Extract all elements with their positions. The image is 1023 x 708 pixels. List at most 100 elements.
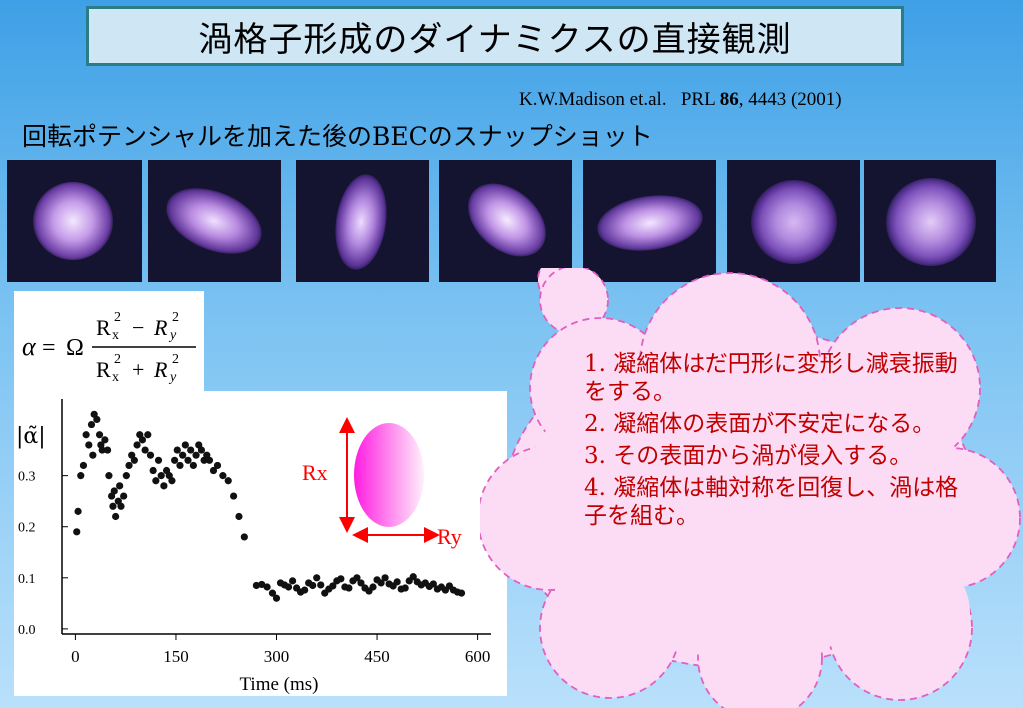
data-point <box>181 441 189 449</box>
data-point <box>152 477 160 485</box>
data-point <box>357 579 365 587</box>
data-point <box>85 441 93 449</box>
citation-authors: K.W.Madison et.al. <box>519 89 667 110</box>
condensate-ellipse <box>354 423 424 527</box>
data-point <box>98 446 106 454</box>
data-point <box>87 420 96 429</box>
snapshot-7 <box>864 160 996 282</box>
data-point <box>122 472 130 480</box>
data-point <box>133 441 141 449</box>
data-point <box>263 583 271 591</box>
data-point <box>160 482 168 490</box>
svg-text:+: + <box>132 357 144 382</box>
data-point <box>116 482 124 490</box>
x-tick-label: 150 <box>163 647 189 666</box>
data-point <box>187 446 195 454</box>
data-point <box>157 472 165 480</box>
svg-text:2: 2 <box>114 352 121 367</box>
data-point <box>224 477 232 485</box>
data-point <box>176 461 184 470</box>
data-point <box>171 456 179 464</box>
data-point <box>337 575 345 583</box>
data-point <box>79 461 88 470</box>
data-point <box>93 415 101 424</box>
svg-text:R: R <box>96 357 111 382</box>
cloud-text: 1. 凝縮体はだ円形に変形し減衰振動をする。 2. 凝縮体の表面が不安定になる。… <box>584 350 974 534</box>
data-point <box>82 431 90 439</box>
x-tick-label: 600 <box>465 647 491 666</box>
data-point <box>144 431 152 439</box>
x-tick-label: 300 <box>264 647 290 666</box>
snapshot-1 <box>7 160 142 282</box>
data-point <box>109 502 117 510</box>
svg-text:2: 2 <box>114 310 121 325</box>
data-point <box>101 436 109 444</box>
data-point <box>89 451 97 459</box>
data-point <box>353 574 361 582</box>
data-point <box>288 577 297 585</box>
data-point <box>272 594 281 602</box>
svg-text:2: 2 <box>172 352 179 367</box>
subtitle: 回転ポテンシャルを加えた後のBECのスナップショット <box>22 122 653 151</box>
data-point <box>345 584 353 592</box>
svg-text:R: R <box>153 315 168 340</box>
data-point <box>213 461 222 470</box>
y-tick-label: 0.1 <box>18 572 36 587</box>
step-4: 4. 凝縮体は軸対称を回復し、渦は格子を組む。 <box>584 475 959 529</box>
x-tick-label: 450 <box>364 647 390 666</box>
y-axis-label: |α̃| <box>16 424 46 449</box>
y-tick-label: 0.0 <box>18 623 36 638</box>
citation-volume: 86 <box>719 89 739 110</box>
snapshot-6 <box>727 160 860 282</box>
thought-cloud <box>480 268 1021 708</box>
data-point <box>197 446 206 454</box>
rx-label: Rx <box>302 460 328 485</box>
svg-text:x: x <box>112 370 119 385</box>
data-point <box>73 528 81 536</box>
citation-pages-year: , 4443 (2001) <box>738 89 842 110</box>
scatter-chart: 0.0 0.1 0.2 0.3 0 150 300 450 600 |α̃| Time (ms) R… <box>14 391 507 696</box>
data-point <box>110 487 118 495</box>
data-point <box>74 507 82 515</box>
formula-equals: = <box>42 335 56 361</box>
citation: K.W.Madison et.al. PRL 86, 4443 (2001) <box>519 89 842 111</box>
snapshot-4 <box>439 160 572 282</box>
snapshot-3 <box>296 160 429 282</box>
data-point <box>205 456 214 464</box>
data-point <box>146 451 155 459</box>
data-point <box>301 586 309 594</box>
data-point <box>105 472 113 480</box>
data-point <box>179 451 187 459</box>
data-point <box>219 472 227 480</box>
svg-text:y: y <box>168 328 177 343</box>
data-point <box>381 574 389 582</box>
data-point <box>149 466 157 475</box>
data-point <box>125 461 133 470</box>
data-point <box>268 589 277 597</box>
data-point <box>120 492 128 500</box>
formula-omega: Ω <box>66 335 84 361</box>
data-point <box>112 512 120 521</box>
snapshot-2 <box>148 160 281 282</box>
data-point <box>77 472 85 480</box>
svg-text:y: y <box>168 370 177 385</box>
data-point <box>240 533 248 541</box>
x-axis-label: Time (ms) <box>239 674 318 695</box>
data-point <box>209 466 218 475</box>
data-point <box>401 584 409 592</box>
chart-svg: 0.0 0.1 0.2 0.3 0 150 300 450 600 |α̃| Time (ms) R… <box>16 399 491 695</box>
title-box: 渦格子形成のダイナミクスの直接観測 <box>86 6 904 66</box>
formula-alpha: α <box>22 332 37 361</box>
data-point <box>141 446 149 454</box>
data-point <box>393 578 401 586</box>
data-point <box>192 451 200 459</box>
data-point <box>117 502 125 510</box>
snapshot-5 <box>583 160 716 282</box>
svg-text:−: − <box>132 315 144 340</box>
data-point <box>138 436 147 444</box>
data-point <box>258 580 266 589</box>
